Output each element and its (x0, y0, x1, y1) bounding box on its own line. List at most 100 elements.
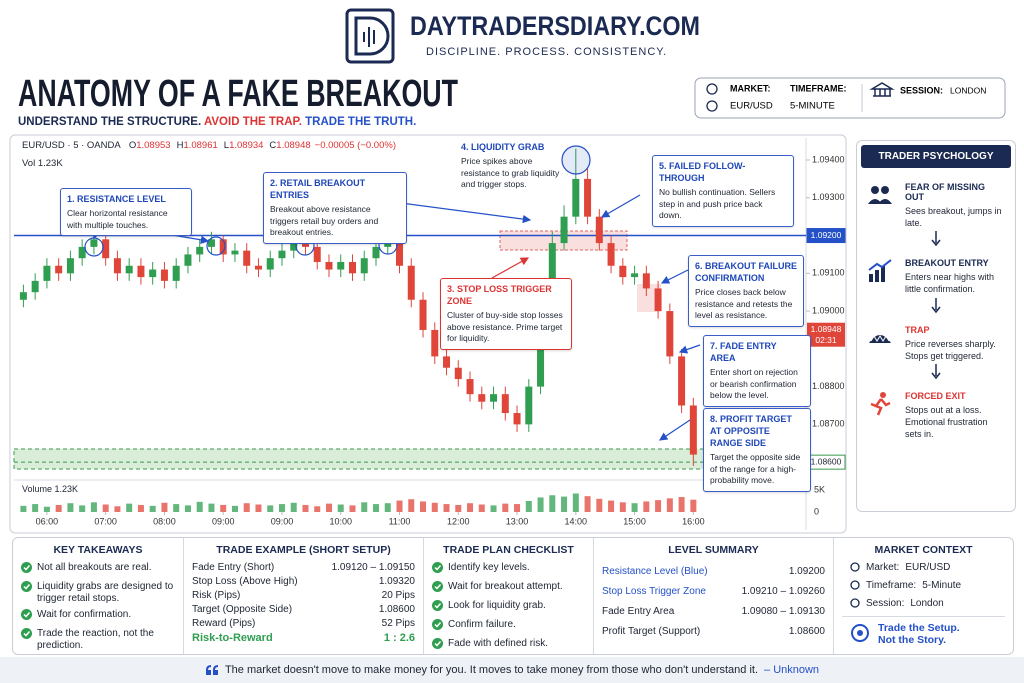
x-tick-label: 11:00 (389, 516, 411, 526)
volume-bar (90, 502, 97, 512)
psychology-item: BREAKOUT ENTRY Enters near highs with lit… (857, 258, 1015, 295)
slogan-line: Not the Story. (878, 634, 947, 646)
callout-text: Breakout above resistance triggers retai… (270, 204, 379, 238)
ohlc-value: 1.08934 (229, 140, 264, 151)
psychology-item-text: Enters near highs with little confirmati… (905, 272, 995, 295)
row-label: Risk-to-Reward (192, 632, 273, 644)
candle-body (443, 356, 451, 368)
arrow (678, 344, 701, 354)
volume-bar (396, 500, 403, 512)
volume-bar (666, 498, 673, 512)
check-icon (21, 609, 32, 624)
psychology-item: FORCED EXIT Stops out at a loss. Emotiona… (857, 391, 1015, 440)
callout-title: 3. STOP LOSS TRIGGER ZONE (447, 284, 552, 307)
quote-bar: The market doesn't move to make money fo… (0, 657, 1024, 683)
candle-body (137, 265, 145, 278)
symbol: EUR/USD · 5 · OANDA (22, 140, 121, 151)
table-row: Stop Loss Trigger Zone 1.09210 – 1.09260 (602, 586, 825, 597)
candle-body (313, 246, 321, 262)
candle-body (102, 239, 110, 259)
volume-bar (619, 502, 626, 512)
summary-panel: KEY TAKEAWAYS Not all breakouts are real.… (12, 537, 1014, 668)
subtitle-part: UNDERSTAND THE STRUCTURE. (18, 116, 201, 128)
candle-body (490, 394, 498, 402)
summary-column: TRADE EXAMPLE (SHORT SETUP) Fade Entry (S… (183, 538, 423, 654)
row-label: Fade Entry Area (602, 606, 675, 617)
candle-body (19, 292, 27, 300)
column-title: TRADE EXAMPLE (SHORT SETUP) (216, 544, 391, 556)
candle-body (66, 258, 74, 274)
table-row: Fade Entry (Short) 1.09120 – 1.09150 (192, 562, 415, 573)
psychology-item-text: Stops out at a loss. Emotional frustrati… (905, 404, 988, 440)
callout: 3. STOP LOSS TRIGGER ZONE Cluster of buy-… (440, 278, 572, 350)
volume-bar (137, 504, 144, 512)
callout-title: 6. BREAKOUT FAILURE CONFIRMATION (695, 261, 798, 284)
candle-body (278, 250, 286, 259)
candle-body (431, 329, 439, 357)
plot: 1.09400 1.09300 1.09100 1.09000 1.08800 1.087… (14, 148, 846, 526)
candle-body (454, 367, 462, 380)
y-tick-label: 1.09300 (812, 192, 845, 202)
candle-body (466, 379, 474, 395)
psychology-item: FEAR OF MISSING OUT Sees breakout, jumps … (857, 182, 1015, 229)
volume-bar (231, 505, 238, 512)
volume-bar (502, 503, 509, 512)
context-icon (850, 580, 860, 594)
candle-body (631, 273, 639, 278)
context-value: 5-Minute (922, 580, 962, 591)
volume-bar (408, 499, 415, 512)
row-value: 1.09080 – 1.09130 (741, 606, 825, 617)
grab-circle (561, 145, 591, 175)
volume-bar (514, 504, 521, 512)
volume-bar (196, 501, 203, 512)
column-title: TRADE PLAN CHECKLIST (443, 544, 574, 556)
info-value: 5-MINUTE (790, 101, 835, 112)
info-label: SESSION: (900, 85, 943, 95)
candle-body (584, 178, 592, 217)
quote-author: – Unknown (764, 664, 820, 676)
volume-bar (255, 504, 262, 512)
subtitle: UNDERSTAND THE STRUCTURE. AVOID THE TRAP… (18, 116, 416, 128)
candle-body (125, 265, 133, 274)
row-value: 1.09320 (378, 576, 415, 587)
arrow (660, 269, 689, 284)
candle-body (325, 261, 333, 270)
volume-bar (525, 501, 532, 512)
psychology-icon (867, 325, 895, 362)
volume-bar (420, 501, 427, 512)
row-label: Stop Loss (Above High) (192, 576, 298, 587)
psychology-item-text: Price reverses sharply. Stops get trigge… (905, 338, 996, 361)
y-tick-label: 1.09000 (812, 305, 845, 315)
list-text: Confirm failure. (448, 619, 516, 630)
y-tick-label: 1.09100 (812, 268, 845, 278)
volume-bar (643, 501, 650, 512)
column-title: LEVEL SUMMARY (668, 544, 759, 556)
callout-text: Cluster of buy-side stop losses above re… (447, 310, 563, 344)
candle-body (290, 243, 298, 251)
candle-body (266, 258, 274, 270)
support-zone (13, 448, 705, 470)
logo-frame (345, 8, 395, 64)
table-row: Profit Target (Support) 1.08600 (602, 626, 825, 637)
row-value: 1.09200 (788, 566, 825, 577)
candle-body (31, 280, 39, 293)
check-icon (21, 562, 32, 577)
volume-bar (678, 497, 685, 512)
row-label: Stop Loss Trigger Zone (602, 586, 706, 597)
row-value: 1 : 2.6 (383, 632, 415, 644)
row-label: Reward (Pips) (192, 618, 256, 629)
table-row: Stop Loss (Above High) 1.09320 (192, 576, 415, 587)
clock-icon (706, 100, 718, 112)
main-canvas: DAYTRADERSDIARY.COM DISCIPLINE. PROCESS.… (9, 8, 1006, 534)
context-row: Timeframe: 5-Minute (842, 580, 1005, 594)
volume-bar (325, 503, 332, 512)
volume-bar (290, 502, 297, 512)
list-text: Trade the reaction, not the prediction. (37, 628, 154, 651)
ohlc-value: 1.08961 (183, 140, 218, 151)
list-item: Wait for confirmation. (21, 609, 175, 624)
callout: 4. LIQUIDITY GRAB Price spikes above resi… (455, 137, 572, 195)
check-icon (432, 638, 443, 653)
candle-body (55, 265, 63, 274)
arrow (659, 419, 691, 441)
